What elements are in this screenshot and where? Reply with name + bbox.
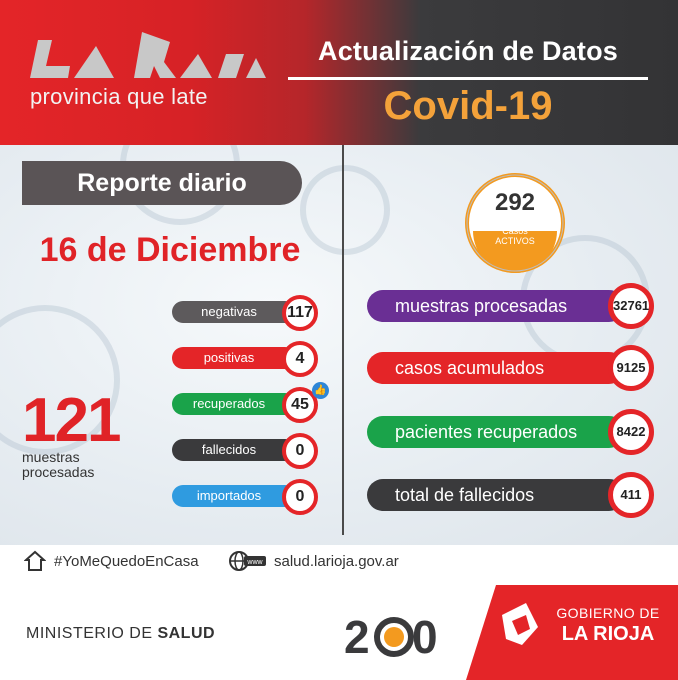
- hashtag-text: #YoMeQuedoEnCasa: [54, 552, 199, 570]
- samples-count: 121: [22, 386, 121, 455]
- gobierno-line2: LA RIOJA: [561, 623, 655, 645]
- www-badge: www: [246, 559, 263, 566]
- active-cases-label-line2: ACTIVOS: [495, 236, 535, 246]
- ministry-prefix: MINISTERIO DE: [26, 625, 158, 642]
- thumbs-up-icon: 👍: [312, 382, 329, 399]
- ministry-label: MINISTERIO DE SALUD: [26, 625, 215, 643]
- stat-value: 117: [282, 295, 318, 331]
- anniversary-200-logo: 2 0: [344, 611, 438, 659]
- report-date: 16 de Diciembre: [39, 231, 301, 269]
- total-value: 8422: [608, 409, 654, 455]
- stat-fallecidos: fallecidos 0: [172, 433, 326, 469]
- stat-value: 45: [282, 387, 318, 423]
- column-divider: [342, 145, 344, 535]
- stat-label: importados: [172, 485, 296, 507]
- stat-value: 4: [282, 341, 318, 377]
- samples-label-line2: procesadas: [22, 464, 95, 480]
- total-casos: casos acumulados 9125: [367, 345, 659, 391]
- virus-icon: [300, 165, 390, 255]
- total-label: muestras procesadas: [367, 290, 625, 322]
- active-cases-gauge: [465, 173, 565, 273]
- la-rioja-logo: provincia que late: [30, 32, 266, 112]
- header-divider: [288, 77, 648, 80]
- svg-text:0: 0: [412, 611, 438, 659]
- samples-label-line1: muestras: [22, 449, 80, 465]
- stat-importados: importados 0: [172, 479, 326, 515]
- website-link[interactable]: www salud.larioja.gov.ar: [228, 549, 399, 573]
- total-label: total de fallecidos: [367, 479, 625, 511]
- stat-recuperados: recuperados 45 👍: [172, 382, 329, 423]
- la-rioja-wordmark-icon: [30, 32, 266, 78]
- active-cases-label: Casos ACTIVOS: [463, 226, 567, 246]
- stat-value: 0: [282, 479, 318, 515]
- gobierno-badge-icon: [466, 585, 678, 680]
- total-recuperados: pacientes recuperados 8422: [367, 409, 659, 455]
- total-value: 411: [608, 472, 654, 518]
- report-label: Reporte diario: [22, 161, 302, 205]
- svg-text:2: 2: [344, 611, 370, 659]
- globe-icon: www: [229, 551, 266, 571]
- stat-value: 0: [282, 433, 318, 469]
- active-cases-label-line1: Casos: [502, 226, 528, 236]
- stat-negativas: negativas 117: [172, 295, 326, 331]
- footer: #YoMeQuedoEnCasa www salud.larioja.gov.a…: [0, 545, 678, 680]
- website-text[interactable]: salud.larioja.gov.ar: [274, 552, 399, 570]
- samples-label: muestras procesadas: [22, 450, 94, 480]
- gobierno-la-rioja-logo: GOBIERNO DE LA RIOJA: [466, 585, 678, 680]
- total-value: 32761: [608, 283, 654, 329]
- hashtag-block: #YoMeQuedoEnCasa: [24, 549, 199, 573]
- stat-label: negativas: [172, 301, 296, 323]
- header-banner: provincia que late Actualización de Dato…: [0, 0, 678, 145]
- header-title: Actualización de Datos: [318, 36, 618, 66]
- active-cases-value: 292: [494, 189, 536, 216]
- report-panel: Reporte diario 16 de Diciembre negativas…: [0, 145, 678, 545]
- total-muestras: muestras procesadas 32761: [367, 283, 659, 329]
- total-fallecidos: total de fallecidos 411: [367, 472, 659, 518]
- stat-label: positivas: [172, 347, 296, 369]
- virus-icon: [0, 305, 120, 455]
- header-subtitle: Covid-19: [383, 84, 553, 128]
- logo-tagline: provincia que late: [30, 84, 208, 109]
- house-icon: [24, 550, 46, 571]
- stat-label: fallecidos: [172, 439, 296, 461]
- stat-positivas: positivas 4: [172, 341, 326, 377]
- gobierno-line1: GOBIERNO DE: [556, 605, 660, 621]
- ministry-bold: SALUD: [157, 625, 216, 642]
- total-value: 9125: [608, 345, 654, 391]
- total-label: pacientes recuperados: [367, 416, 625, 448]
- stat-label: recuperados: [172, 393, 296, 415]
- total-label: casos acumulados: [367, 352, 625, 384]
